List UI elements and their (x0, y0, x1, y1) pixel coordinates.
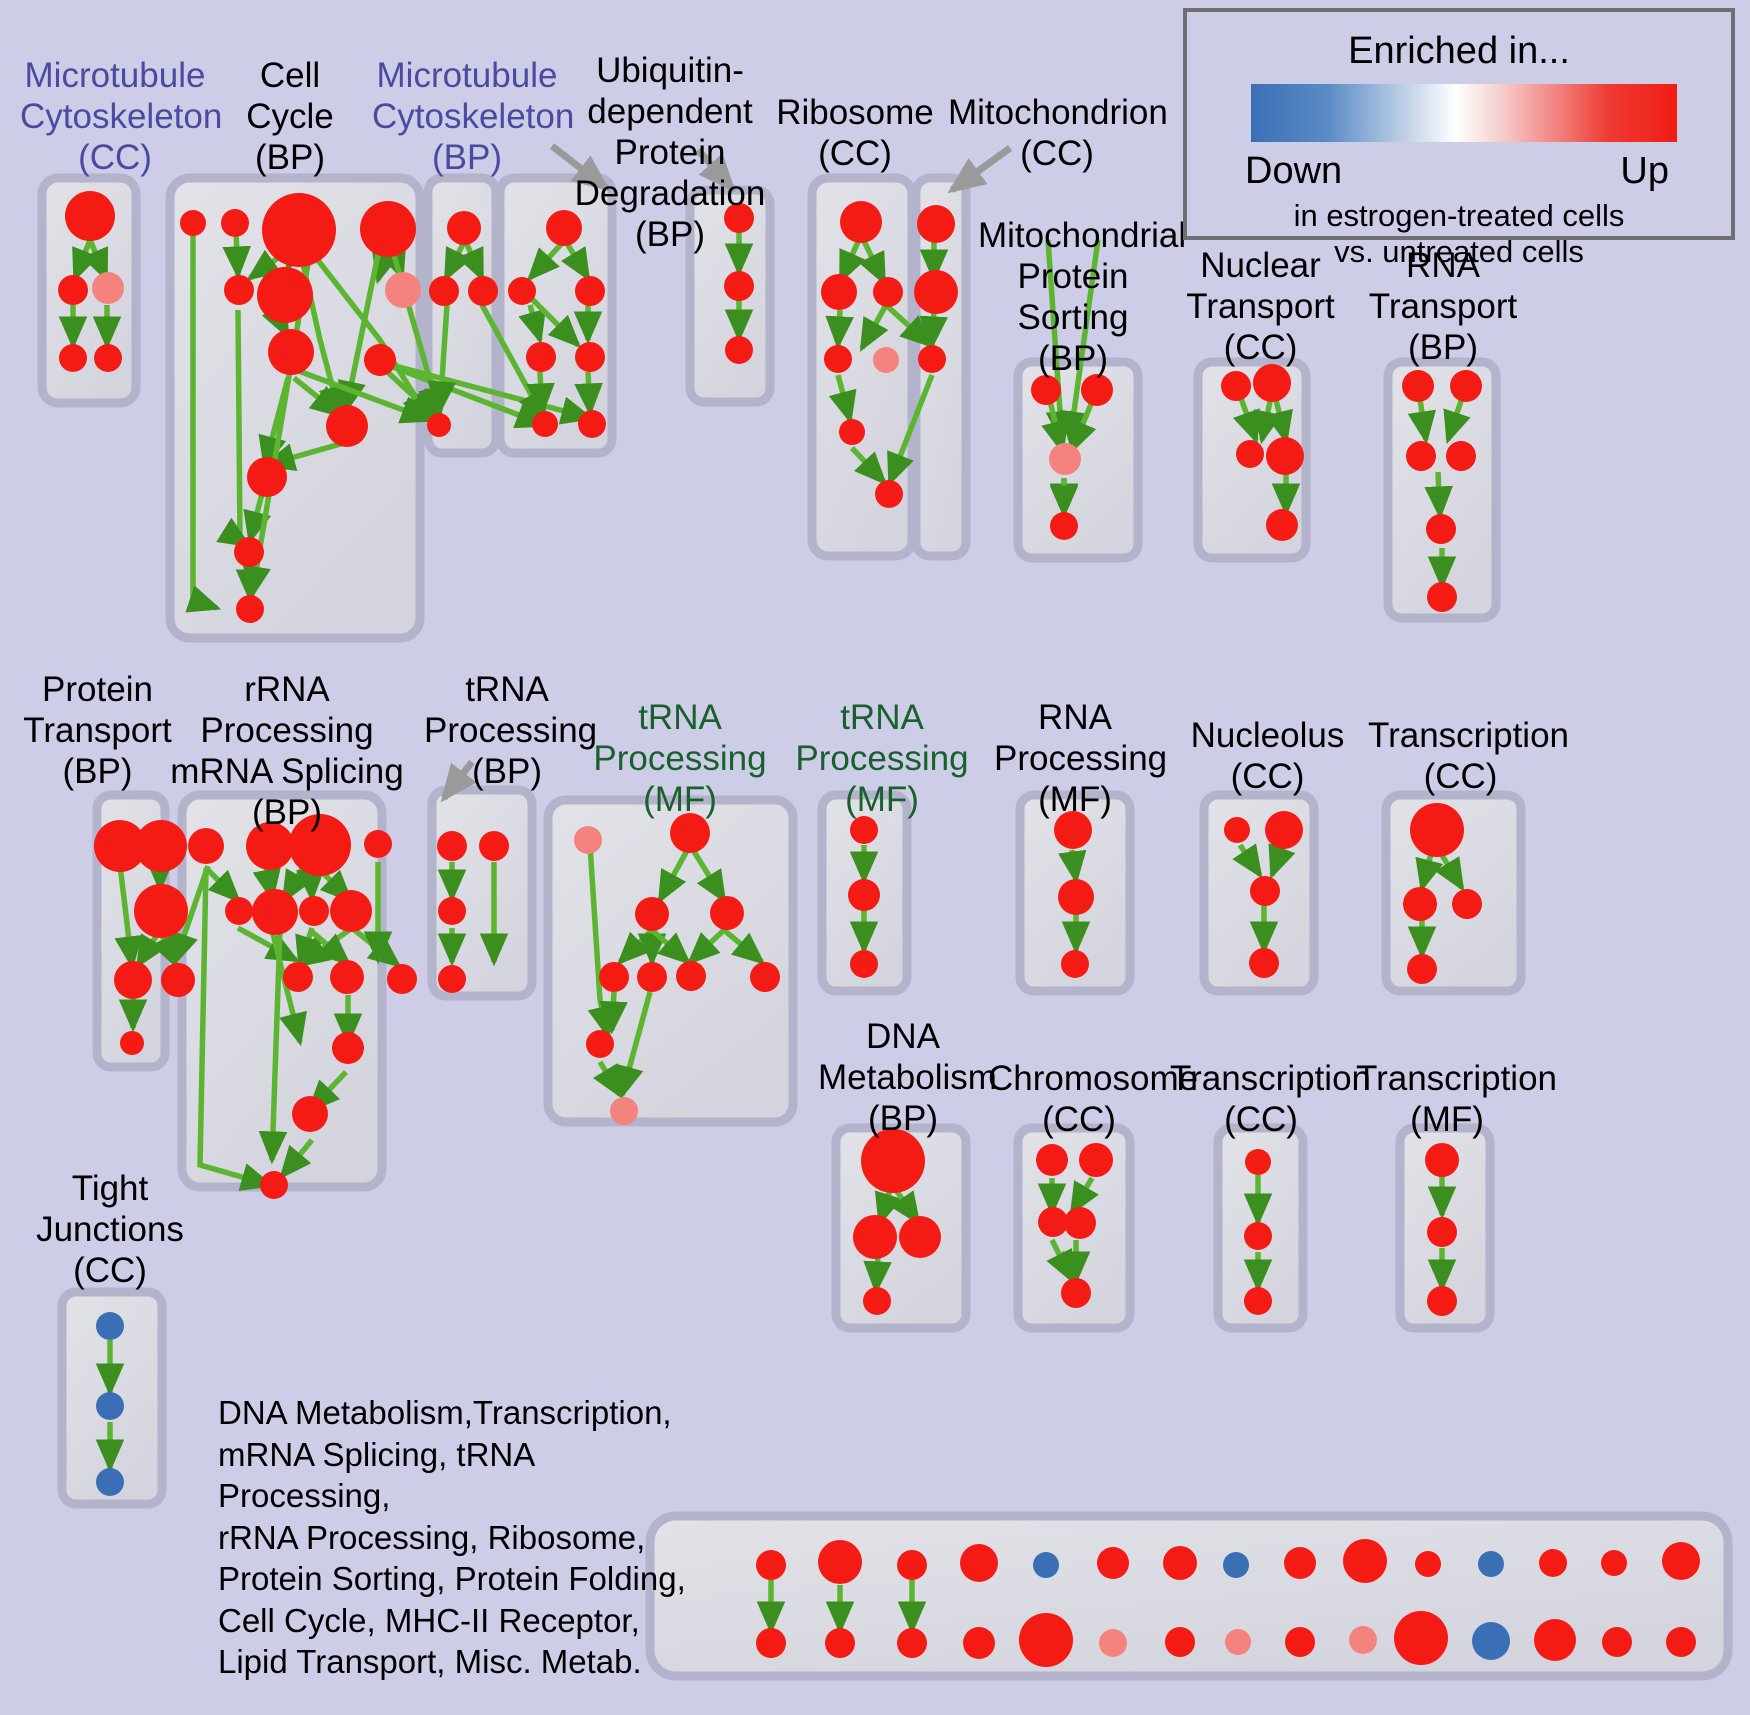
cluster-label-transcription-cc-bottom: Transcription (CC) (1170, 1059, 1371, 1139)
cluster-label-transcription-mf: Transcription (MF) (1356, 1059, 1557, 1139)
cluster-label-trna-processing-bp: tRNA Processing (BP) (424, 670, 598, 791)
cluster-label-microtubule-cytoskeleton-cc: Microtubule Cytoskeleton (CC) (20, 56, 223, 177)
cluster-label-rna-transport-bp: RNA Transport (BP) (1368, 246, 1518, 367)
legend-title: Enriched in... (1348, 30, 1570, 72)
legend-up-label: Up (1620, 150, 1669, 192)
cluster-label-trna-processing-mf-1: tRNA Processing (MF) (593, 698, 767, 819)
annotation-arrows (440, 143, 1013, 803)
legend-color-bar (1251, 84, 1677, 142)
cluster-label-cell-cycle-bp: Cell Cycle (BP) (246, 56, 334, 177)
cluster-label-nuclear-transport-cc: Nuclear Transport (CC) (1186, 246, 1335, 367)
cluster-label-chromosome-cc: Chromosome (CC) (988, 1059, 1199, 1139)
cluster-label-mitochondrion-cc: Mitochondrion (CC) (948, 93, 1168, 173)
legend-down-label: Down (1245, 150, 1343, 192)
cluster-label-ribosome-cc: Ribosome (CC) (776, 93, 934, 173)
cluster-label-rna-processing-mf: RNA Processing (MF) (994, 698, 1168, 819)
cluster-label-nucleolus-cc: Nucleolus (CC) (1190, 716, 1345, 796)
network-nodes (58, 191, 1700, 1667)
cluster-label-transcription-cc-top: Transcription (CC) (1368, 716, 1569, 796)
cluster-label-tight-junctions-cc: Tight Junctions (CC) (36, 1169, 184, 1290)
cluster-label-dna-metabolism-bp: DNA Metabolism (BP) (818, 1017, 997, 1138)
cluster-label-protein-transport-bp: Protein Transport (BP) (23, 670, 172, 791)
legend-subtitle: in estrogen-treated cells vs. untreated … (1293, 198, 1625, 269)
cluster-label-mitochondrial-protein-sorting-bp: Mitochondrial Protein Sorting (BP) (978, 216, 1187, 378)
cluster-label-trna-processing-mf-2: tRNA Processing (MF) (795, 698, 969, 819)
cluster-label-microtubule-cytoskeleton-bp: Microtubule Cytoskeleton (BP) (372, 56, 575, 177)
misc-cluster-text: DNA Metabolism,Transcription, mRNA Splic… (218, 1394, 686, 1680)
legend-panel: Enriched in... Down Up in estrogen-treat… (1183, 8, 1735, 269)
cluster-label-ubiquitin-protein-degradation-bp: Ubiquitin- dependent Protein Degradation… (574, 51, 766, 254)
cluster-label-rrna-mrna-splicing-bp: rRNA Processing mRNA Splicing (BP) (170, 670, 404, 832)
